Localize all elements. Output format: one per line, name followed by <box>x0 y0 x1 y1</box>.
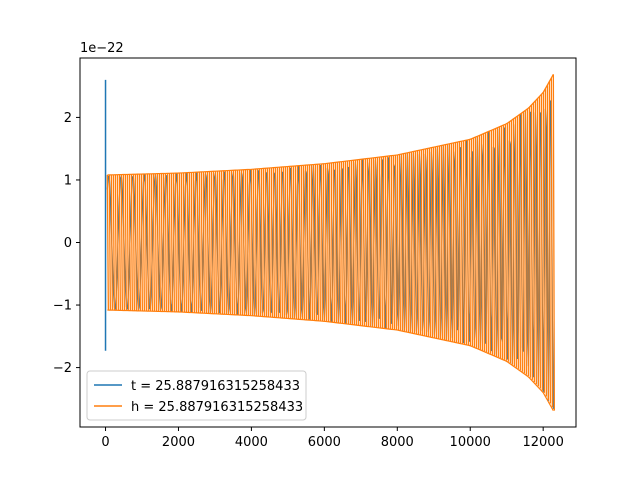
x-tick-label: 8000 <box>381 435 414 450</box>
y-offset-label: 1e−22 <box>80 41 124 56</box>
x-tick-label: 12000 <box>522 435 563 450</box>
y-tick-label: −2 <box>53 361 72 376</box>
x-axis: 0 2000 4000 6000 8000 10000 12000 <box>101 427 564 450</box>
x-tick-label: 6000 <box>308 435 341 450</box>
legend-label-h: h = 25.887916315258433 <box>131 400 303 415</box>
series-h-line <box>106 74 555 411</box>
y-tick-label: 1 <box>64 173 72 188</box>
x-tick-label: 0 <box>101 435 109 450</box>
x-tick-label: 2000 <box>162 435 195 450</box>
legend-box <box>86 370 307 421</box>
y-tick-label: 0 <box>64 236 72 251</box>
y-tick-label: −1 <box>53 299 72 314</box>
legend: t = 25.887916315258433 h = 25.8879163152… <box>86 370 307 421</box>
y-tick-label: 2 <box>64 111 72 126</box>
series-layer <box>104 74 555 411</box>
y-axis: −2 −1 0 1 2 <box>53 111 80 376</box>
x-tick-label: 4000 <box>235 435 268 450</box>
series-h-upper-edge <box>107 74 554 176</box>
x-tick-label: 10000 <box>450 435 491 450</box>
series-h-lower-edge <box>107 309 554 411</box>
legend-label-t: t = 25.887916315258433 <box>131 379 300 394</box>
